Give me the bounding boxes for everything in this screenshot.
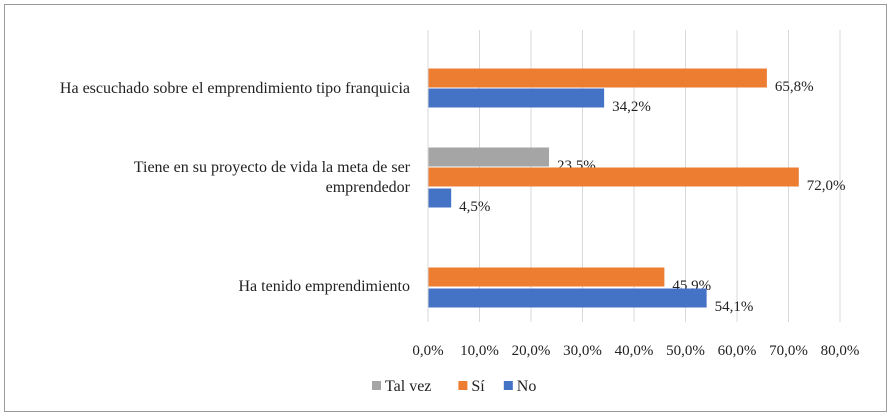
bar-si (428, 68, 767, 88)
legend-swatch (372, 381, 381, 390)
legend-label: Tal vez (385, 378, 431, 395)
category-label: emprendedor (326, 179, 411, 196)
data-label: 34,2% (612, 99, 651, 115)
bar-no (428, 288, 707, 308)
x-tick-label: 10,0% (460, 343, 499, 359)
bar-no (428, 188, 452, 208)
x-tick-label: 70,0% (769, 343, 808, 359)
x-tick-label: 30,0% (563, 343, 602, 359)
x-tick-label: 20,0% (512, 343, 551, 359)
legend-swatch (458, 381, 468, 390)
data-label: 72,0% (807, 178, 846, 194)
bar-si (428, 267, 665, 287)
data-label: 65,8% (775, 79, 814, 95)
category-label: Tiene en su proyecto de vida la meta de … (134, 159, 411, 176)
x-tick-label: 50,0% (666, 343, 705, 359)
category-label: Ha tenido emprendimiento (238, 278, 410, 295)
bar-si (428, 167, 799, 187)
legend-label: Sí (471, 378, 485, 395)
x-tick-label: 60,0% (718, 343, 757, 359)
x-tick-label: 40,0% (615, 343, 654, 359)
legend-swatch (503, 381, 513, 390)
bar-no (428, 88, 605, 108)
legend-label: No (517, 378, 537, 395)
bar-tal-vez (428, 147, 550, 167)
x-tick-label: 80,0% (821, 343, 860, 359)
data-label: 54,1% (715, 299, 754, 315)
category-label: Ha escuchado sobre el emprendimiento tip… (60, 80, 410, 97)
data-label: 4,5% (459, 199, 490, 215)
x-tick-label: 0,0% (412, 343, 443, 359)
